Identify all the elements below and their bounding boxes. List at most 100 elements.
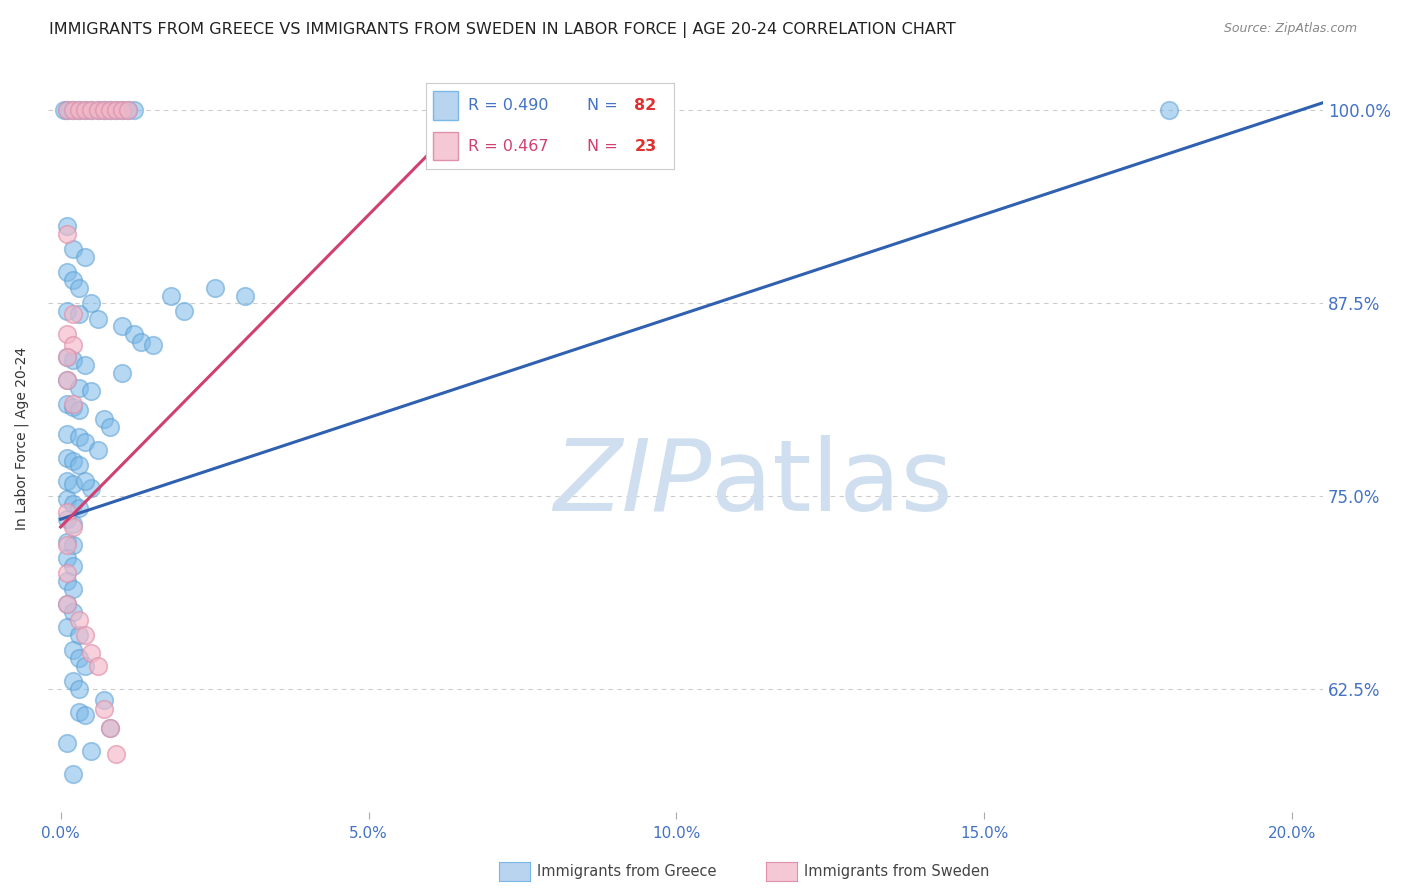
Point	[93, 702, 115, 716]
Point	[124, 103, 146, 118]
Point	[111, 366, 134, 380]
Point	[62, 103, 84, 118]
Point	[67, 501, 90, 516]
Point	[62, 520, 84, 534]
Point	[62, 453, 84, 467]
Point	[75, 474, 97, 488]
Point	[75, 103, 97, 118]
Point	[62, 242, 84, 256]
Point	[55, 620, 77, 634]
Text: IMMIGRANTS FROM GREECE VS IMMIGRANTS FROM SWEDEN IN LABOR FORCE | AGE 20-24 CORR: IMMIGRANTS FROM GREECE VS IMMIGRANTS FRO…	[49, 22, 956, 38]
Point	[233, 288, 256, 302]
Point	[62, 497, 84, 511]
Point	[67, 307, 90, 321]
Point	[98, 721, 121, 735]
Point	[93, 103, 115, 118]
Point	[75, 358, 97, 372]
Point	[80, 103, 103, 118]
Point	[55, 474, 77, 488]
Point	[62, 767, 84, 781]
Point	[55, 350, 77, 364]
Point	[62, 605, 84, 619]
Point	[67, 381, 90, 395]
Point	[55, 450, 77, 465]
Point	[173, 304, 195, 318]
Point	[62, 476, 84, 491]
Point	[67, 705, 90, 719]
Point	[55, 373, 77, 387]
Point	[62, 338, 84, 352]
Point	[67, 281, 90, 295]
Point	[55, 597, 77, 611]
Point	[124, 327, 146, 342]
Point	[117, 103, 139, 118]
Point	[55, 736, 77, 750]
Point	[62, 396, 84, 410]
Point	[80, 647, 103, 661]
Point	[62, 516, 84, 531]
Point	[55, 574, 77, 588]
Point	[80, 296, 103, 310]
Point	[75, 103, 97, 118]
Point	[62, 353, 84, 368]
Point	[111, 103, 134, 118]
Text: ZIP: ZIP	[553, 434, 711, 532]
Point	[62, 400, 84, 414]
Point	[62, 307, 84, 321]
Point	[62, 539, 84, 553]
Point	[204, 281, 226, 295]
Point	[98, 103, 121, 118]
Point	[86, 311, 108, 326]
Text: atlas: atlas	[711, 434, 953, 532]
Point	[75, 628, 97, 642]
Point	[52, 103, 75, 118]
Point	[67, 651, 90, 665]
Point	[75, 435, 97, 450]
Point	[75, 658, 97, 673]
Point	[55, 103, 77, 118]
Point	[93, 103, 115, 118]
Point	[93, 412, 115, 426]
Point	[67, 103, 90, 118]
Point	[62, 103, 84, 118]
Point	[111, 319, 134, 334]
Point	[55, 566, 77, 581]
Text: Immigrants from Greece: Immigrants from Greece	[537, 864, 717, 879]
Point	[75, 250, 97, 264]
Point	[55, 504, 77, 518]
Point	[67, 681, 90, 696]
Point	[105, 103, 128, 118]
Point	[55, 227, 77, 241]
Point	[98, 721, 121, 735]
Point	[105, 103, 128, 118]
Point	[67, 613, 90, 627]
Text: Source: ZipAtlas.com: Source: ZipAtlas.com	[1223, 22, 1357, 36]
Point	[55, 103, 77, 118]
Point	[117, 103, 139, 118]
Point	[105, 747, 128, 761]
Point	[55, 492, 77, 507]
Point	[111, 103, 134, 118]
Point	[142, 338, 165, 352]
Point	[80, 744, 103, 758]
Point	[55, 535, 77, 549]
Point	[55, 396, 77, 410]
Point	[55, 327, 77, 342]
Point	[80, 482, 103, 496]
Point	[55, 539, 77, 553]
Point	[93, 693, 115, 707]
Point	[55, 265, 77, 279]
Point	[67, 402, 90, 417]
Point	[86, 658, 108, 673]
Point	[86, 442, 108, 457]
Point	[67, 103, 90, 118]
Point	[55, 550, 77, 565]
Point	[67, 628, 90, 642]
Point	[55, 304, 77, 318]
Point	[62, 582, 84, 596]
Point	[86, 103, 108, 118]
Point	[80, 384, 103, 399]
Point	[62, 674, 84, 689]
Point	[75, 708, 97, 723]
Point	[55, 597, 77, 611]
